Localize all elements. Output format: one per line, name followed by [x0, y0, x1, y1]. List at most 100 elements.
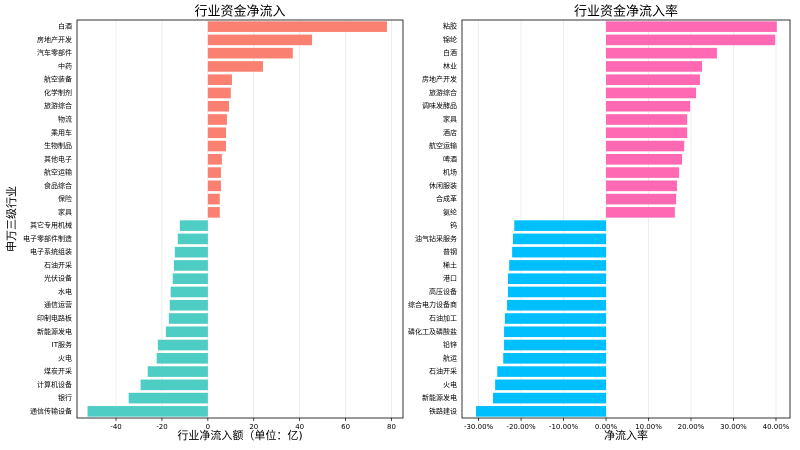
y-tick-label: 氨纶	[443, 207, 457, 216]
y-tick-label: 石油开采	[429, 367, 457, 376]
bar	[207, 140, 226, 152]
bar	[495, 379, 607, 391]
bar	[207, 180, 221, 192]
bar	[207, 167, 221, 178]
y-tick-label: 计算机设备	[37, 380, 72, 389]
bar	[128, 392, 208, 404]
y-tick-label: 石油加工	[429, 314, 457, 323]
bar	[606, 47, 717, 59]
x-tick-label: -20	[156, 423, 167, 431]
y-tick-label: 物流	[58, 115, 72, 124]
y-tick-label: 高压设备	[429, 287, 457, 296]
y-tick-label: 航空运输	[44, 168, 72, 177]
y-axis-label: 申万三级行业	[5, 186, 18, 252]
bar	[606, 100, 691, 112]
bar	[147, 366, 208, 377]
bar	[606, 127, 688, 139]
y-tick-label: 银行	[58, 393, 72, 402]
y-tick-label: 家具	[58, 207, 72, 216]
y-tick-label: 休闲服装	[429, 181, 457, 190]
x-tick-label: 60	[341, 423, 350, 431]
bar	[606, 74, 700, 86]
bar	[140, 379, 208, 391]
bar	[177, 233, 208, 245]
bar	[207, 100, 229, 112]
y-tick-label: 电子零部件制造	[23, 234, 72, 243]
y-tick-label: 煤炭开采	[44, 367, 72, 376]
bar	[507, 299, 607, 311]
x-tick-label: 10.00%	[635, 423, 662, 431]
bar	[503, 352, 607, 364]
bar	[606, 153, 683, 165]
y-tick-label: 航空运输	[429, 141, 457, 150]
y-tick-label: 旅游综合	[44, 101, 72, 110]
y-tick-label: 化学制剂	[44, 88, 72, 97]
x-axis-label: 行业净流入额（单位：亿)	[177, 428, 302, 442]
bar	[165, 326, 208, 338]
y-tick-label: 普钢	[443, 247, 457, 256]
bar	[157, 339, 208, 351]
y-tick-label: 水电	[58, 287, 72, 296]
bar	[606, 167, 680, 178]
x-tick-label: 20.00%	[678, 423, 705, 431]
bar	[207, 74, 232, 86]
y-tick-label: 其它专用机械	[30, 221, 72, 230]
bar	[207, 87, 231, 99]
y-tick-label: 稀土	[443, 260, 457, 269]
y-tick-label: 乘用车	[51, 128, 72, 137]
y-tick-label: 港口	[443, 274, 457, 283]
bar	[179, 220, 208, 231]
y-tick-label: 生物制品	[44, 141, 72, 150]
y-tick-label: 其他电子	[44, 154, 72, 163]
y-tick-label: 食品综合	[44, 181, 72, 190]
bar	[606, 114, 688, 125]
bar	[606, 180, 677, 192]
x-axis-label: 净流入率	[604, 428, 648, 442]
y-tick-label: 火电	[443, 380, 457, 389]
bar	[207, 21, 387, 32]
x-tick-label: 40	[295, 423, 304, 431]
bar	[606, 140, 685, 152]
y-tick-label: 锦纶	[443, 35, 457, 44]
y-tick-label: 新能源发电	[37, 327, 72, 336]
bar	[476, 406, 607, 417]
y-tick-label: 林业	[443, 61, 457, 70]
bar	[87, 406, 208, 417]
x-tick-label: -20.00%	[506, 423, 536, 431]
bar	[606, 193, 677, 205]
bar	[606, 21, 777, 32]
x-tick-label: 40.00%	[763, 423, 790, 431]
y-tick-label: 油气钻采服务	[415, 234, 457, 243]
bar	[493, 392, 607, 404]
bar	[207, 61, 263, 72]
bar	[512, 246, 607, 258]
plot-frame	[461, 19, 791, 419]
y-tick-label: 机场	[443, 168, 457, 177]
x-tick-label: 80	[387, 423, 396, 431]
y-tick-label: 新能源发电	[422, 393, 457, 402]
bar	[497, 366, 607, 377]
bar	[606, 34, 776, 46]
bar	[207, 114, 227, 125]
y-tick-label: 航空装备	[44, 75, 72, 84]
bar	[207, 47, 293, 59]
bar	[606, 87, 697, 99]
y-tick-label: 石油开采	[44, 260, 72, 269]
bar	[173, 260, 208, 271]
y-tick-label: 房地产开发	[37, 35, 72, 44]
y-tick-label: 调味发酵品	[422, 101, 457, 110]
y-tick-label: IT服务	[52, 340, 72, 349]
bar	[606, 61, 703, 72]
y-tick-label: 综合电力设备商	[408, 300, 457, 309]
y-tick-label: 房地产开发	[422, 75, 457, 84]
y-tick-label: 电子系统组装	[30, 247, 72, 256]
y-tick-label: 合成革	[436, 194, 457, 203]
x-tick-label: -10.00%	[549, 423, 579, 431]
bar	[504, 313, 607, 324]
x-tick-label: 20	[249, 423, 258, 431]
x-tick-label: -30.00%	[464, 423, 494, 431]
x-tick-label: 0.00%	[595, 423, 618, 431]
bar	[170, 286, 208, 298]
bar	[504, 326, 607, 338]
